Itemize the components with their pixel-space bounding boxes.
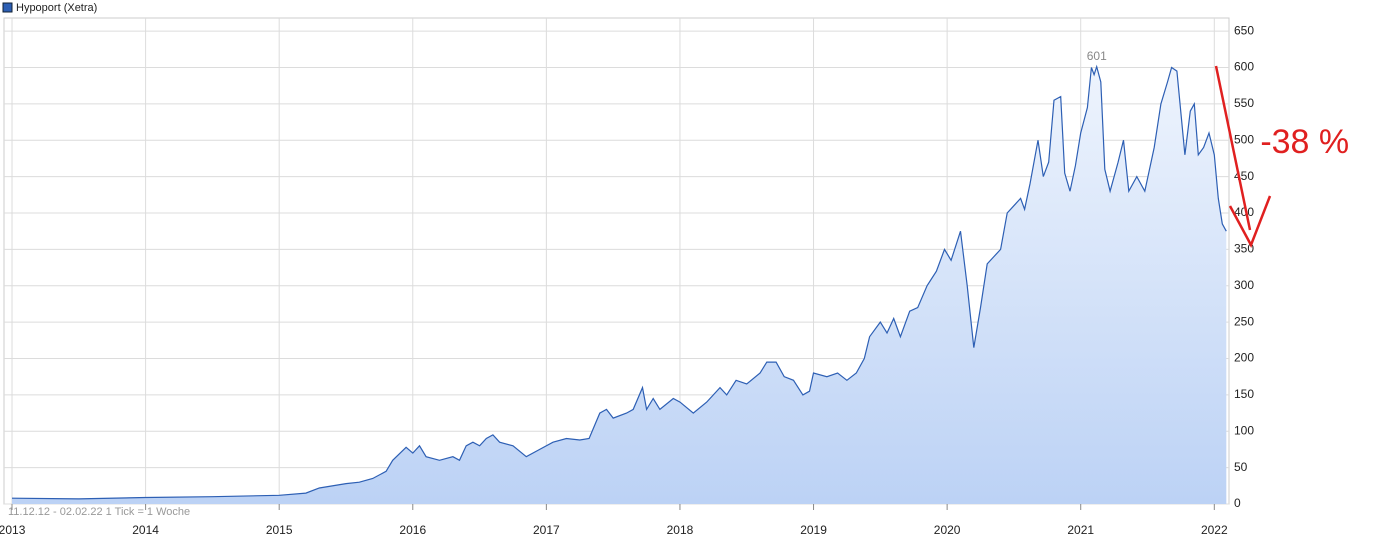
x-tick-label: 2018 (667, 523, 694, 537)
x-tick-label: 2019 (800, 523, 827, 537)
y-tick-label: 400 (1234, 205, 1254, 219)
x-tick-label: 2015 (266, 523, 293, 537)
x-tick-label: 2022 (1201, 523, 1228, 537)
y-tick-label: 200 (1234, 351, 1254, 365)
footnote: 11.12.12 - 02.02.22 1 Tick = 1 Woche (8, 506, 190, 518)
legend-swatch (2, 2, 13, 13)
y-tick-label: 50 (1234, 460, 1248, 474)
x-tick-label: 2021 (1067, 523, 1094, 537)
annotation: -38 % (1260, 123, 1349, 161)
y-tick-label: 500 (1234, 132, 1254, 146)
x-tick-label: 2020 (934, 523, 961, 537)
legend-label: Hypoport (Xetra) (16, 2, 97, 14)
area (12, 66, 1227, 504)
y-tick-label: 250 (1234, 314, 1254, 328)
y-tick-label: 650 (1234, 23, 1254, 37)
y-tick-label: 0 (1234, 496, 1241, 510)
line (11, 64, 1227, 500)
y-tick-label: 350 (1234, 242, 1254, 256)
x-tick-label: 2016 (399, 523, 426, 537)
y-tick-label: 100 (1234, 423, 1254, 437)
y-tick-label: 600 (1234, 60, 1254, 74)
y-tick-label: 150 (1234, 387, 1254, 401)
x-tick-label: 2013 (0, 523, 26, 537)
x-tick-label: 2014 (132, 523, 159, 537)
y-tick-label: 550 (1234, 96, 1254, 110)
x-tick-label: 2017 (533, 523, 560, 537)
arrow (1214, 65, 1272, 248)
y-tick-label: 300 (1234, 278, 1254, 292)
annotation: 601 (1087, 49, 1107, 63)
